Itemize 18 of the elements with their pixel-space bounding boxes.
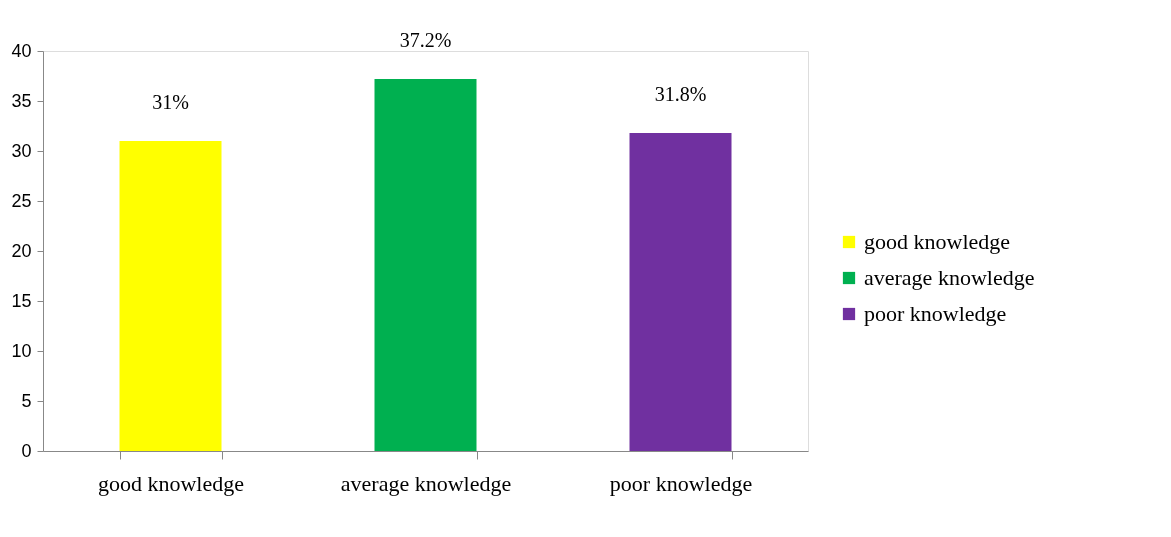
x-tick-label: good knowledge xyxy=(97,470,245,496)
x-tick-label: poor knowledge xyxy=(609,470,753,496)
data-label: 31.8% xyxy=(654,83,707,105)
legend-label: poor knowledge xyxy=(864,301,1007,326)
y-tick-label: 40 xyxy=(11,40,32,61)
legend-label: average knowledge xyxy=(864,265,1035,290)
y-tick-label: 30 xyxy=(11,140,32,161)
y-tick-label: 25 xyxy=(11,190,32,211)
y-tick-label: 10 xyxy=(11,340,32,361)
y-tick-label: 0 xyxy=(21,440,32,461)
y-tick-label: 5 xyxy=(21,390,32,411)
y-tick-label: 15 xyxy=(11,290,32,311)
data-label: 31% xyxy=(152,91,189,113)
legend-label: good knowledge xyxy=(864,229,1011,254)
data-label: 37.2% xyxy=(399,29,452,51)
y-tick-label: 35 xyxy=(11,90,32,111)
y-tick-label: 20 xyxy=(11,240,32,261)
x-tick-label: average knowledge xyxy=(340,470,512,496)
